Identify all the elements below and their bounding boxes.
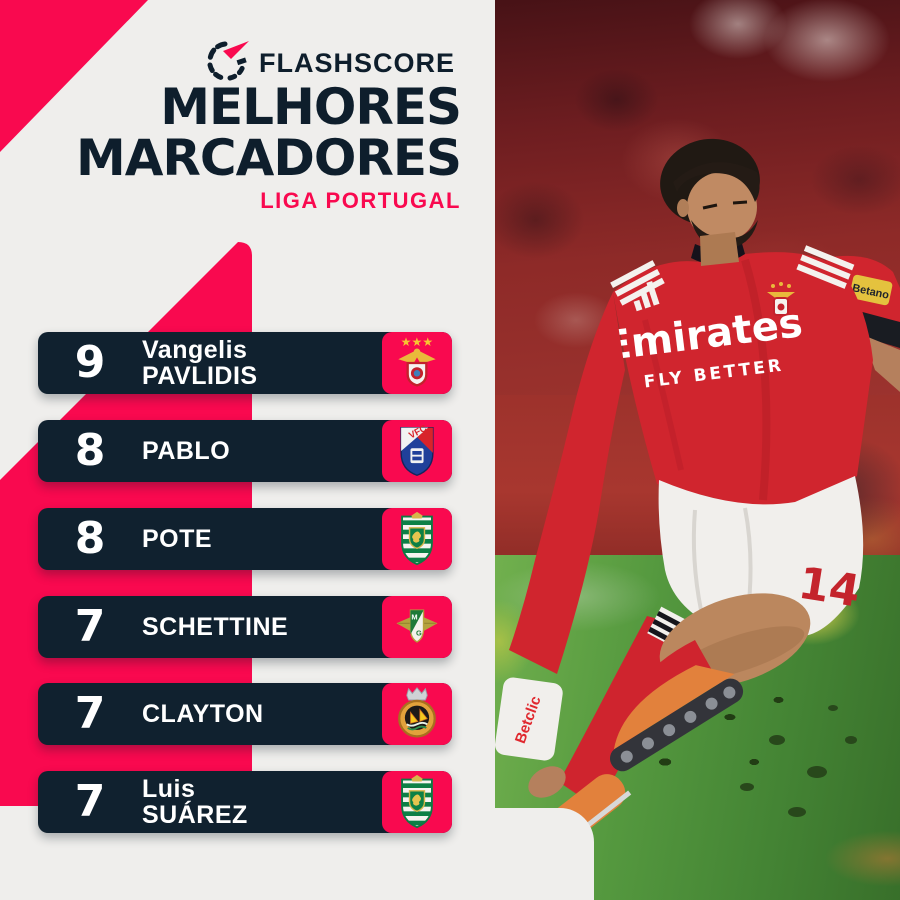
title-line-1: MELHORES: [160, 78, 462, 136]
rio-ave-badge: [382, 683, 452, 745]
svg-text:M: M: [411, 613, 417, 622]
goals-count: 8: [74, 425, 106, 476]
flashscore-spinner-icon: [204, 38, 250, 89]
svg-text:★★★: ★★★: [401, 335, 434, 349]
goals-count: 9: [74, 337, 106, 388]
scorer-row: 8 POTE: [38, 508, 452, 570]
player-name: SCHETTINE: [142, 614, 452, 640]
stadium-wall-background: [495, 395, 900, 570]
player-name: CLAYTON: [142, 701, 452, 727]
player-name-line1: SCHETTINE: [142, 613, 289, 641]
page-title: MELHORES MARCADORES: [75, 82, 462, 187]
flashscore-logo-text: FLASHSCORE: [258, 48, 455, 78]
player-name-line1: Luis: [142, 775, 196, 803]
scorer-row: 8 PABLO VFC: [38, 420, 452, 482]
scorer-row: 7 SCHETTINE M G: [38, 596, 452, 658]
sporting-badge: [382, 771, 452, 833]
goals-count: 7: [74, 601, 106, 652]
player-name-line2: SUÁREZ: [142, 801, 248, 829]
player-name-line1: PABLO: [142, 437, 231, 465]
player-name: Vangelis PAVLIDIS: [142, 337, 452, 389]
player-name: POTE: [142, 526, 452, 552]
left-panel: FLASHSCORE MELHORES MARCADORES LIGA PORT…: [0, 0, 463, 833]
goals-count: 7: [74, 776, 106, 827]
player-name: Luis SUÁREZ: [142, 776, 452, 828]
svg-text:G: G: [416, 628, 422, 637]
player-name-line1: POTE: [142, 525, 213, 553]
player-name-line2: PAVLIDIS: [142, 362, 258, 390]
player-name-line1: CLAYTON: [142, 700, 264, 728]
sporting-badge: [382, 508, 452, 570]
player-name: PABLO: [142, 438, 452, 464]
scorer-row: 7 Luis SUÁREZ: [38, 771, 452, 833]
goals-count: 7: [74, 688, 106, 739]
scorer-row: 9 Vangelis PAVLIDIS ★★★: [38, 332, 452, 394]
moreirense-badge: M G: [382, 596, 452, 658]
crowd-background: [495, 0, 900, 400]
flashscore-logo: FLASHSCORE: [204, 38, 455, 89]
bottom-left-notch-decoration: [482, 808, 594, 900]
league-subtitle: LIGA PORTUGAL: [260, 188, 461, 213]
gil-vicente-badge: VFC: [382, 420, 452, 482]
scorer-row: 7 CLAYTON: [38, 683, 452, 745]
benfica-badge: ★★★: [382, 332, 452, 394]
title-line-2: MARCADORES: [75, 129, 462, 187]
goals-count: 8: [74, 513, 106, 564]
player-name-line1: Vangelis: [142, 336, 248, 364]
player-photo: Betano: [495, 0, 900, 900]
